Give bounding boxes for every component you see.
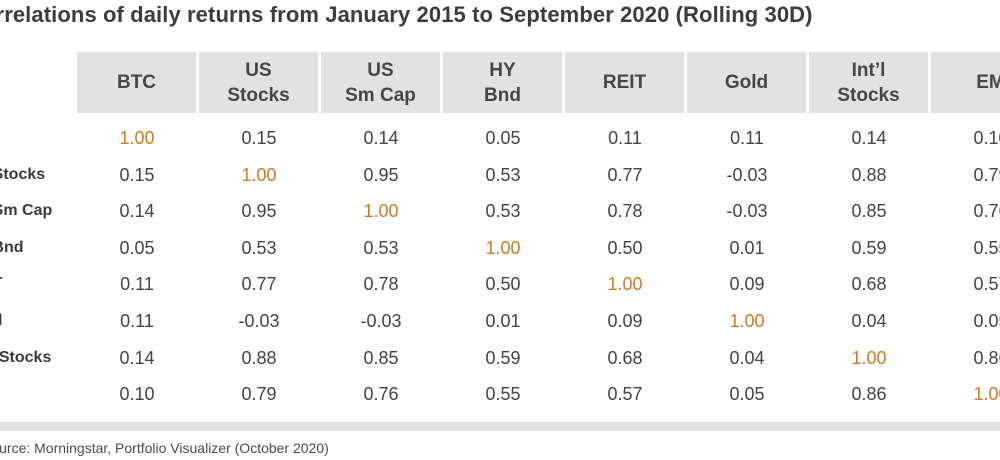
table-cell: 0.53	[485, 201, 521, 222]
table-cell: 0.14	[851, 128, 887, 148]
table-cell: 0.78	[363, 274, 399, 295]
table-cell: 0.59	[851, 237, 887, 258]
table-cell: 0.53	[363, 237, 399, 258]
table-cell: 0.05	[119, 237, 155, 258]
table-cell: 0.86	[851, 384, 887, 405]
table-cell: 0.11	[730, 128, 764, 148]
table-cell: 0.79	[241, 384, 277, 405]
table-cell-diagonal: 1.00	[973, 384, 1000, 405]
table-cell: 0.76	[363, 384, 399, 405]
row-label: US Stocks	[0, 165, 46, 183]
table-cell-diagonal: 1.00	[119, 128, 155, 148]
table-cell: 0.11	[120, 311, 154, 331]
table-cell: 0.57	[607, 384, 643, 405]
table-cell: 0.57	[973, 274, 1000, 295]
table-cell: 0.86	[973, 347, 1000, 368]
table-cell: 0.85	[851, 201, 887, 222]
table-cell: 0.55	[973, 237, 1000, 258]
column-header: HY Bnd	[443, 52, 562, 113]
column-header: US Sm Cap	[321, 52, 440, 113]
table-cell-diagonal: 1.00	[851, 347, 887, 368]
table-cell: 0.85	[363, 347, 399, 368]
table-cell: 0.50	[485, 274, 521, 295]
table-cell: -0.03	[726, 201, 768, 222]
table-cell: 0.04	[729, 347, 765, 368]
row-label: US Sm Cap	[0, 202, 53, 220]
table-cell: 0.09	[607, 311, 643, 331]
column-header: Int’l Stocks	[809, 52, 928, 113]
table-cell: 0.10	[119, 384, 155, 405]
table-cell: 0.01	[729, 237, 765, 258]
table-cell: 0.05	[485, 128, 521, 148]
table-cell: 0.50	[607, 237, 643, 258]
table-cell: 0.77	[607, 164, 643, 185]
table-cell: 0.53	[241, 237, 277, 258]
table-cell-diagonal: 1.00	[241, 164, 277, 185]
table-cell: 0.68	[851, 274, 887, 295]
row-label: EM	[0, 384, 76, 404]
table-cell: 0.77	[241, 274, 277, 295]
table-cell: 0.11	[608, 128, 642, 148]
source-note: Source: Morningstar, Portfolio Visualize…	[0, 440, 329, 456]
column-header: REIT	[565, 52, 684, 113]
table-cell: 0.09	[729, 274, 765, 295]
column-header: Gold	[687, 52, 806, 113]
table-cell: -0.03	[238, 311, 280, 331]
table-cell: 0.88	[851, 164, 887, 185]
chart-title: Correlations of daily returns from Janua…	[0, 2, 813, 27]
table-cell: 0.05	[729, 384, 765, 405]
table-cell: 0.79	[973, 164, 1000, 185]
table-cell: 0.78	[607, 201, 643, 222]
row-label: BTC	[0, 128, 76, 148]
table-cell: 0.55	[485, 384, 521, 405]
table-cell: -0.03	[726, 164, 768, 185]
table-cell: 0.14	[119, 201, 155, 222]
column-header: US Stocks	[199, 52, 318, 113]
table-cell: 0.11	[120, 274, 154, 295]
table-cell: 0.68	[607, 347, 643, 368]
table-cell: -0.03	[360, 311, 402, 331]
row-label: HY Bnd	[0, 238, 24, 256]
table-cell: 0.95	[363, 164, 399, 185]
row-label: Int’l Stocks	[0, 348, 52, 366]
table-cell-diagonal: 1.00	[363, 201, 399, 222]
table-cell: 0.15	[119, 164, 155, 185]
table-cell: 0.10	[973, 128, 1000, 148]
row-label: REIT	[0, 274, 76, 294]
table-cell: 0.95	[241, 201, 277, 222]
table-cell: 0.05	[973, 311, 1000, 331]
table-cell-diagonal: 1.00	[729, 311, 765, 331]
table-cell: 0.14	[119, 347, 155, 368]
table-cell: 0.53	[485, 164, 521, 185]
table-cell: 0.76	[973, 201, 1000, 222]
table-cell: 0.88	[241, 347, 277, 368]
row-label: Gold	[0, 311, 76, 331]
table-cell: 0.01	[485, 311, 521, 331]
table-cell: 0.15	[241, 128, 277, 148]
column-header: BTC	[77, 52, 196, 113]
table-cell-diagonal: 1.00	[485, 237, 521, 258]
table-cell-diagonal: 1.00	[607, 274, 643, 295]
table-cell: 0.04	[851, 311, 887, 331]
table-bottom-rule	[0, 422, 1000, 431]
table-cell: 0.14	[363, 128, 399, 148]
table-cell: 0.59	[485, 347, 521, 368]
column-header: EM	[931, 52, 1000, 113]
